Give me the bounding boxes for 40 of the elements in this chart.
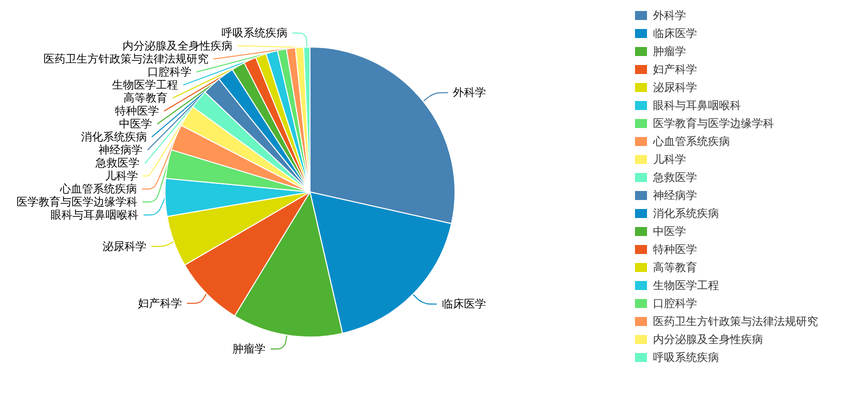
slice-label: 医药卫生方针政策与法律法规研究: [44, 52, 209, 66]
slice-label: 医学教育与医学边缘学科: [16, 196, 138, 209]
legend-label: 内分泌腺及全身性疾病: [653, 333, 763, 346]
slice-label: 呼吸系统疾病: [222, 26, 288, 40]
slice-label: 高等教育: [124, 92, 168, 105]
slice-label: 儿科学: [104, 170, 138, 183]
legend-label: 特种医学: [653, 243, 697, 256]
slice-label: 急救医学: [94, 156, 140, 170]
slice-label: 特种医学: [115, 104, 160, 118]
slice-label: 肿瘤学: [232, 342, 266, 356]
legend-label: 儿科学: [653, 153, 686, 166]
legend-label: 泌尿科学: [653, 81, 697, 94]
slice-label: 中医学: [119, 118, 152, 131]
legend-label: 神经病学: [653, 189, 697, 202]
legend-label: 妇产科学: [653, 63, 697, 76]
legend-label: 消化系统疾病: [653, 207, 719, 220]
legend-label: 临床医学: [653, 27, 697, 40]
legend-label: 眼科与耳鼻咽喉科: [653, 99, 741, 112]
legend-label: 心血管系统疾病: [652, 135, 730, 148]
legend-label: 生物医学工程: [653, 279, 719, 292]
slice-label: 生物医学工程: [112, 78, 178, 92]
legend-label: 呼吸系统疾病: [653, 351, 719, 364]
slice-label: 消化系统疾病: [80, 130, 147, 144]
legend-label: 急救医学: [652, 171, 697, 184]
slice-label: 外科学: [453, 86, 486, 100]
slice-label: 口腔科学: [147, 66, 192, 79]
slice-label: 内分泌腺及全身性疾病: [122, 40, 233, 53]
legend-label: 医学教育与医学边缘学科: [653, 117, 774, 130]
slice-label: 泌尿科学: [102, 240, 146, 253]
legend-label: 中医学: [653, 225, 686, 238]
slice-label: 心血管系统疾病: [59, 182, 138, 196]
slice-label: 临床医学: [442, 298, 486, 311]
legend-label: 口腔科学: [653, 297, 697, 310]
legend-label: 高等教育: [653, 261, 697, 274]
slice-label: 神经病学: [98, 144, 143, 157]
legend-label: 医药卫生方针政策与法律法规研究: [653, 315, 818, 328]
legend-label: 肿瘤学: [653, 45, 686, 58]
slice-label: 妇产科学: [138, 296, 182, 310]
slice-label: 眼科与耳鼻咽喉科: [50, 208, 139, 222]
legend-label: 外科学: [653, 9, 686, 22]
